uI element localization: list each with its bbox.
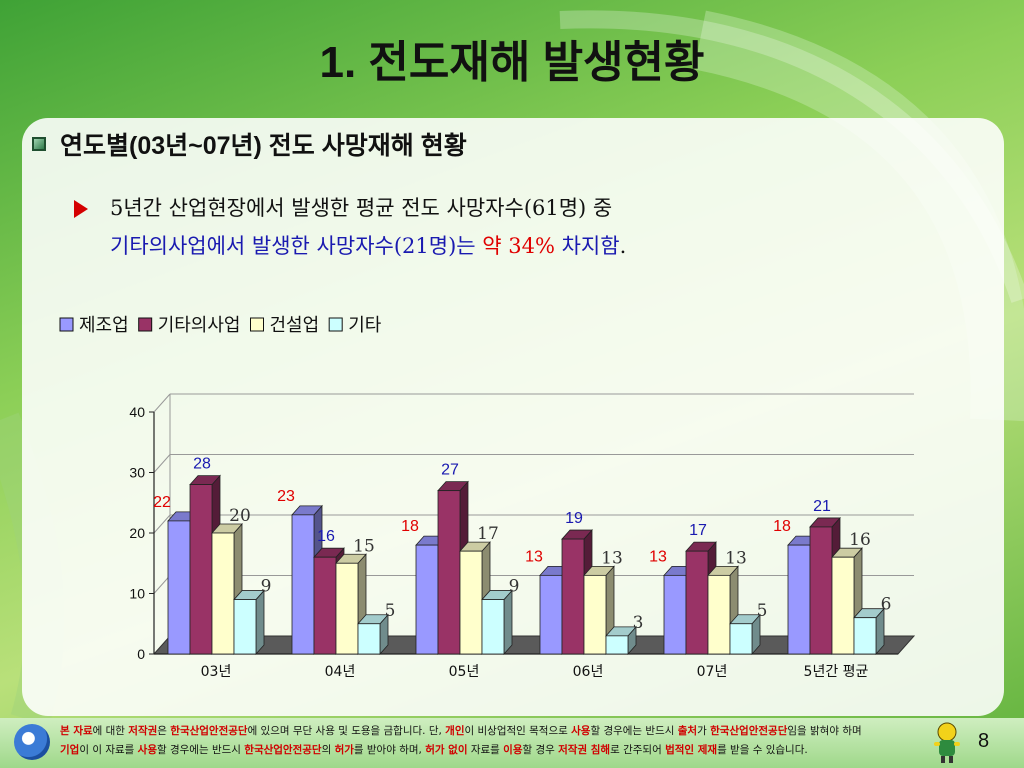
data-label: 3 bbox=[633, 613, 644, 633]
data-label: 13 bbox=[601, 548, 623, 568]
bar bbox=[853, 617, 877, 655]
bar bbox=[685, 550, 709, 655]
data-label: 13 bbox=[525, 548, 543, 565]
data-label: 18 bbox=[401, 518, 419, 535]
legend-label: 제조업 bbox=[79, 315, 129, 336]
data-label: 13 bbox=[725, 548, 747, 568]
legend-label: 기타 bbox=[348, 315, 382, 336]
x-tick-label: 07년 bbox=[697, 664, 728, 680]
data-label: 28 bbox=[193, 456, 211, 473]
bullet-line-1: 5년간 산업현장에서 발생한 평균 전도 사망자수(61명) 중 bbox=[110, 196, 613, 220]
bullet-line-2-tail: 차지함 bbox=[554, 234, 620, 258]
bar bbox=[561, 538, 585, 655]
x-tick-label: 06년 bbox=[573, 664, 604, 680]
square-bullet-icon bbox=[32, 137, 46, 151]
x-tick-label: 5년간 평균 bbox=[804, 664, 869, 680]
bar bbox=[357, 623, 381, 655]
legend-label: 기타의사업 bbox=[158, 315, 241, 336]
copyright-notice: 본 자료에 대한 저작권은 한국산업안전공단에 있으며 무단 사용 및 도용을 … bbox=[60, 722, 950, 760]
bar bbox=[313, 556, 337, 655]
data-label: 23 bbox=[277, 488, 295, 505]
copyright-line-2: 기업이 이 자료를 사용할 경우에는 반드시 한국산업안전공단의 허가를 받아야… bbox=[60, 744, 808, 756]
legend-label: 건설업 bbox=[270, 315, 320, 336]
bar bbox=[787, 544, 811, 655]
bullet-line-2-main: 기타의사업에서 발생한 사망자수(21명)는 bbox=[110, 234, 483, 258]
data-label: 17 bbox=[477, 524, 499, 544]
y-tick-label: 30 bbox=[129, 465, 145, 481]
bar bbox=[729, 623, 753, 655]
kosha-logo-icon bbox=[14, 724, 50, 760]
grid-diagonal bbox=[153, 454, 171, 473]
bullet-line-2-percent: 약 34% bbox=[482, 234, 555, 258]
bar bbox=[167, 520, 191, 655]
page-number: 8 bbox=[978, 730, 990, 752]
grid-diagonal bbox=[153, 575, 171, 594]
legend-swatch bbox=[250, 317, 264, 332]
bar bbox=[415, 544, 439, 655]
bar bbox=[605, 635, 629, 655]
data-label: 16 bbox=[849, 530, 871, 550]
y-tick-label: 0 bbox=[137, 646, 145, 662]
bar bbox=[437, 490, 461, 655]
bar bbox=[539, 574, 563, 655]
data-label: 20 bbox=[229, 506, 251, 526]
slide-title: 1. 전도재해 발생현황 bbox=[319, 38, 705, 87]
y-tick-label: 40 bbox=[129, 404, 145, 420]
bar bbox=[233, 599, 257, 655]
grid-diagonal bbox=[153, 514, 171, 534]
data-label: 27 bbox=[441, 462, 459, 479]
triangle-bullet-icon bbox=[74, 200, 88, 218]
bar bbox=[583, 574, 607, 655]
bar bbox=[481, 599, 505, 655]
footer-bar bbox=[0, 718, 1024, 768]
bar bbox=[663, 574, 687, 655]
legend-swatch bbox=[138, 317, 153, 332]
bar-chart: 0 10 20 30 40 22 28 20 9 03년 23 16 15 5 04년 18 27 17 9 05년 1… bbox=[59, 315, 916, 680]
section-heading: 연도별(03년~07년) 전도 사망재해 현황 bbox=[32, 126, 467, 162]
bar bbox=[459, 550, 483, 655]
bar-side bbox=[503, 589, 513, 656]
data-label: 5 bbox=[385, 601, 396, 621]
bar-side bbox=[255, 589, 265, 656]
data-label: 16 bbox=[317, 528, 335, 545]
x-tick-label: 03년 bbox=[201, 664, 232, 680]
bar bbox=[335, 562, 359, 655]
bar bbox=[809, 526, 833, 655]
legend-swatch bbox=[59, 317, 74, 332]
data-label: 15 bbox=[353, 536, 375, 556]
data-label: 5 bbox=[757, 601, 768, 621]
bullet-line-2-end: . bbox=[619, 234, 627, 258]
bar bbox=[831, 556, 855, 655]
x-tick-label: 05년 bbox=[449, 664, 480, 680]
data-label: 17 bbox=[689, 522, 707, 539]
data-label: 6 bbox=[881, 595, 892, 615]
legend-swatch bbox=[328, 317, 343, 332]
bar bbox=[291, 514, 315, 655]
data-label: 9 bbox=[261, 577, 272, 597]
data-label: 18 bbox=[773, 518, 791, 535]
data-label: 19 bbox=[565, 510, 583, 527]
bar bbox=[211, 532, 235, 655]
data-label: 21 bbox=[813, 498, 831, 515]
data-label: 22 bbox=[153, 494, 171, 511]
copyright-line-1: 본 자료에 대한 저작권은 한국산업안전공단에 있으며 무단 사용 및 도용을 … bbox=[60, 725, 862, 737]
grid-diagonal bbox=[153, 393, 171, 413]
x-tick-label: 04년 bbox=[325, 664, 356, 680]
data-label: 9 bbox=[509, 577, 520, 597]
data-label: 13 bbox=[649, 548, 667, 565]
bar bbox=[189, 484, 213, 655]
bar bbox=[707, 574, 731, 655]
bullet-line-2: 기타의사업에서 발생한 사망자수(21명)는 약 34% 차지함. bbox=[110, 230, 626, 260]
y-tick-label: 20 bbox=[129, 525, 145, 541]
section-heading-text: 연도별(03년~07년) 전도 사망재해 현황 bbox=[60, 132, 467, 160]
y-tick-label: 10 bbox=[129, 586, 145, 602]
mascot-icon bbox=[934, 722, 960, 763]
